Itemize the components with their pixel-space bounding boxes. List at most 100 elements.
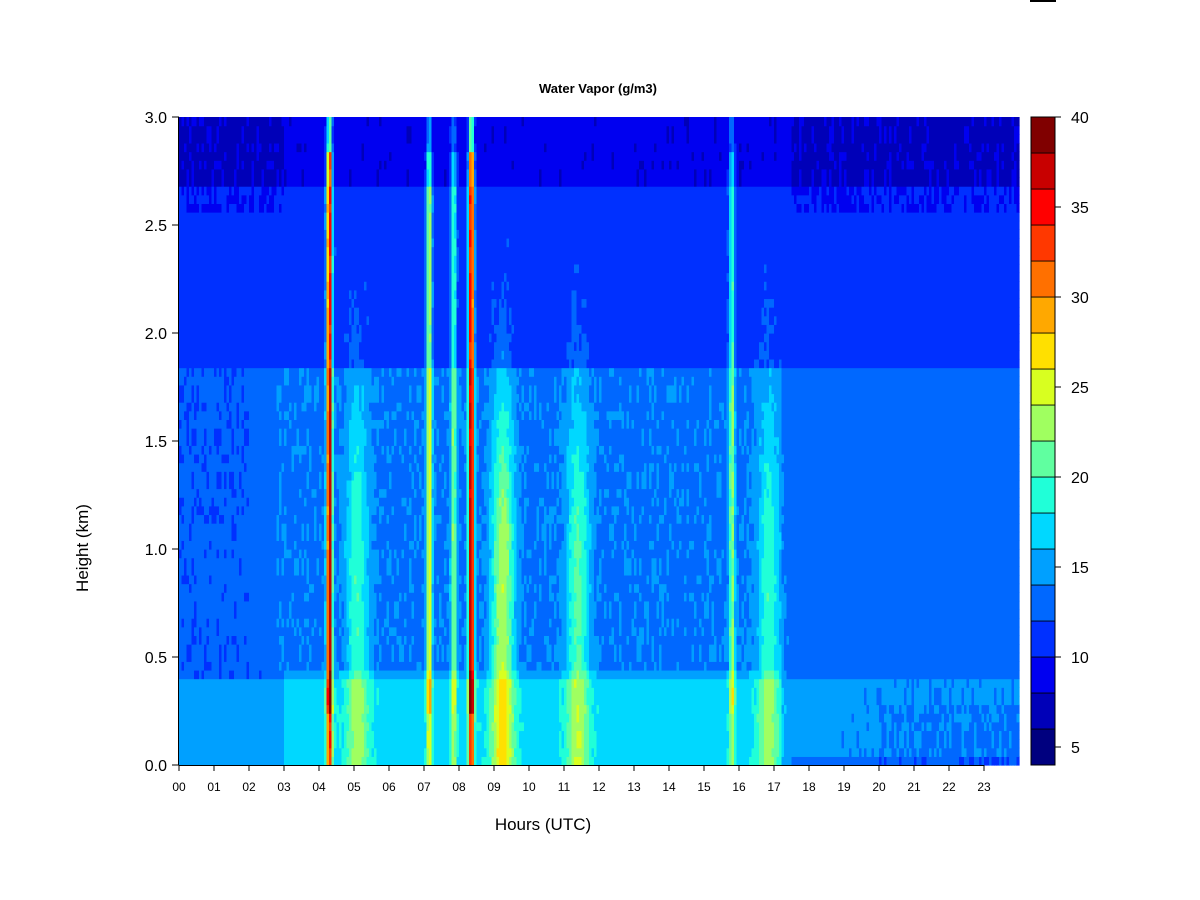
heatmap-cell [191, 713, 195, 723]
heatmap-cell [231, 419, 235, 429]
heatmap-cell [184, 618, 188, 628]
heatmap-cell [266, 644, 270, 654]
heatmap-cell [286, 358, 290, 369]
heatmap-cell [179, 549, 183, 559]
heatmap-cell [209, 168, 213, 179]
heatmap-cell [219, 307, 223, 317]
heatmap-cell [231, 583, 235, 593]
heatmap-cell [196, 289, 200, 300]
heatmap-cell [224, 644, 228, 654]
heatmap-cell [181, 704, 185, 714]
heatmap-cell [264, 626, 268, 636]
heatmap-cell [266, 445, 270, 455]
heatmap-cell [199, 557, 203, 567]
heatmap-cell [269, 376, 273, 386]
heatmap-cell [221, 117, 225, 127]
heatmap-cell [289, 203, 293, 213]
heatmap-cell [226, 350, 230, 360]
heatmap-cell [286, 514, 290, 524]
heatmap-cell [281, 428, 285, 438]
heatmap-cell [269, 117, 273, 127]
heatmap-cell [289, 134, 293, 144]
heatmap-cell [209, 229, 213, 239]
heatmap-cell [294, 212, 298, 222]
heatmap-cell [279, 523, 283, 533]
heatmap-cell [244, 635, 248, 645]
heatmap-cell [239, 505, 243, 516]
heatmap-cell [284, 333, 288, 343]
heatmap-cell [299, 600, 303, 611]
heatmap-cell [216, 272, 220, 282]
heatmap-cell [246, 549, 250, 559]
heatmap-cell [259, 462, 263, 472]
heatmap-cell [266, 246, 270, 256]
heatmap-cell [181, 695, 185, 706]
heatmap-cell [204, 661, 208, 671]
heatmap-cell [289, 574, 293, 585]
heatmap-cell [196, 393, 200, 403]
heatmap-cell [246, 730, 250, 740]
heatmap-cell [274, 237, 278, 248]
heatmap-cell [259, 376, 263, 386]
heatmap-cell [221, 678, 225, 688]
heatmap-cell [261, 669, 265, 680]
heatmap-cell [241, 333, 245, 343]
heatmap-cell [244, 333, 248, 343]
heatmap-cell [179, 609, 183, 619]
heatmap-cell [264, 358, 268, 369]
heatmap-cell [184, 566, 188, 576]
heatmap-cell [194, 652, 198, 662]
heatmap-cell [211, 747, 215, 757]
heatmap-cell [201, 695, 205, 706]
heatmap-cell [216, 574, 220, 585]
heatmap-cell [186, 186, 190, 196]
heatmap-cell [209, 402, 213, 412]
heatmap-cell [231, 324, 235, 334]
heatmap-cell [281, 151, 285, 161]
heatmap-cell [251, 739, 255, 749]
heatmap-cell [249, 505, 253, 516]
heatmap-cell [276, 661, 280, 671]
heatmap-cell [199, 609, 203, 619]
heatmap-cell [241, 574, 245, 585]
heatmap-cell [189, 255, 193, 265]
heatmap-cell [216, 350, 220, 360]
heatmap-cell [289, 160, 293, 170]
heatmap-cell [186, 652, 190, 662]
heatmap-cell [274, 263, 278, 274]
heatmap-cell [216, 384, 220, 395]
heatmap-cell [236, 540, 240, 550]
heatmap-cell [266, 402, 270, 412]
heatmap-cell [226, 134, 230, 144]
heatmap-cell [179, 678, 183, 688]
heatmap-cell [276, 453, 280, 464]
heatmap-cell [216, 246, 220, 256]
heatmap-cell [179, 315, 183, 325]
heatmap-cell [204, 497, 208, 507]
heatmap-cell [246, 419, 250, 429]
heatmap-cell [216, 756, 220, 766]
heatmap-cell [291, 168, 295, 179]
heatmap-cell [261, 289, 265, 300]
heatmap-cell [241, 384, 245, 395]
heatmap-cell [216, 514, 220, 524]
heatmap-cell [229, 376, 233, 386]
heatmap-cell [191, 523, 195, 533]
heatmap-cell [179, 194, 183, 204]
heatmap-cell [261, 194, 265, 204]
heatmap-cell [286, 324, 290, 334]
heatmap-cell [276, 583, 280, 593]
heatmap-cell [191, 384, 195, 395]
heatmap-cell [234, 505, 238, 516]
heatmap-cell [206, 721, 210, 732]
heatmap-cell [214, 255, 218, 265]
heatmap-cell [196, 747, 200, 757]
heatmap-cell [229, 721, 233, 732]
heatmap-cell [229, 497, 233, 507]
heatmap-cell [189, 125, 193, 135]
heatmap-cell [234, 574, 238, 585]
heatmap-cell [251, 618, 255, 628]
heatmap-cell [191, 609, 195, 619]
heatmap-cell [216, 307, 220, 317]
heatmap-cell [264, 333, 268, 343]
